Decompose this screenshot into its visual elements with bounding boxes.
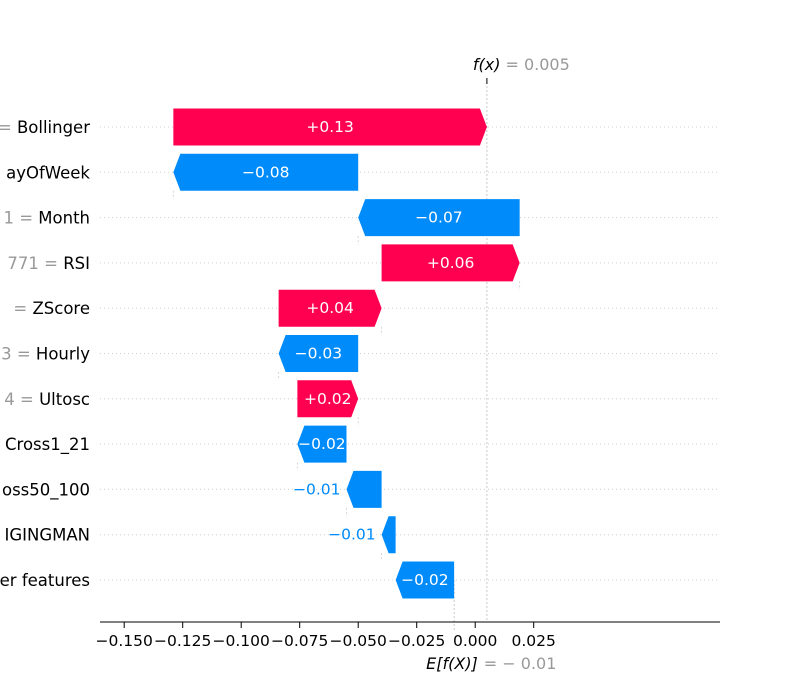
x-tick-label: −0.050 bbox=[330, 632, 387, 650]
positive-contribution-bar bbox=[173, 108, 487, 146]
negative-contribution-bar bbox=[346, 470, 382, 508]
bar-value-label: −0.07 bbox=[415, 209, 463, 227]
feature-value-prefix: 4 = bbox=[4, 390, 39, 409]
fx-symbol: f(x) bbox=[473, 55, 501, 74]
feature-value-prefix: 3 = bbox=[1, 345, 36, 364]
positive-contribution-bar bbox=[297, 380, 359, 418]
row-gridlines bbox=[100, 126, 720, 581]
negative-contribution-bar bbox=[395, 561, 455, 599]
feature-name: Ultosc bbox=[39, 390, 90, 409]
x-tick-label: 0.000 bbox=[453, 632, 497, 650]
feature-label: oss50_100 bbox=[2, 480, 90, 500]
x-tick-label: −0.075 bbox=[271, 632, 328, 650]
positive-contribution-bar bbox=[278, 289, 382, 327]
bar-value-label: −0.03 bbox=[295, 345, 343, 363]
feature-value-prefix: = bbox=[0, 118, 17, 137]
feature-label: er features bbox=[0, 571, 90, 590]
bar-value-label: +0.04 bbox=[306, 299, 354, 317]
positive-contribution-bar bbox=[381, 244, 520, 282]
feature-label: 1 = Month bbox=[3, 209, 90, 228]
feature-label: ayOfWeek bbox=[6, 163, 90, 182]
contribution-bars: +0.13 −0.08 −0.07 +0.06 +0.04 −0.03 +0.02 −0.02… bbox=[172, 108, 521, 599]
feature-name: ZScore bbox=[32, 299, 90, 318]
bar-value-label: −0.01 bbox=[328, 526, 376, 544]
bar-value-label: +0.02 bbox=[304, 390, 352, 408]
expected-value-annotations: f(x) = 0.005 E[f(X)] = − 0.01 bbox=[426, 55, 570, 673]
bar-value-label: −0.01 bbox=[293, 480, 341, 498]
negative-contribution-bar bbox=[173, 153, 359, 191]
feature-label: = Bollinger bbox=[0, 118, 90, 137]
fx-annotation: f(x) = 0.005 bbox=[473, 55, 570, 74]
efx-annotation: E[f(X)] = − 0.01 bbox=[426, 654, 556, 673]
x-tick-label: −0.025 bbox=[388, 632, 445, 650]
feature-label: = ZScore bbox=[13, 299, 90, 318]
feature-name: Cross1_21 bbox=[5, 435, 90, 455]
x-tick-label: 0.025 bbox=[512, 632, 556, 650]
feature-label: IGINGMAN bbox=[4, 526, 90, 545]
reference-lines bbox=[453, 78, 488, 630]
x-tick-label: −0.100 bbox=[213, 632, 270, 650]
feature-name: ayOfWeek bbox=[6, 163, 90, 182]
bar-value-label: +0.13 bbox=[306, 118, 354, 136]
feature-name: RSI bbox=[63, 254, 90, 273]
negative-contribution-bar bbox=[297, 425, 347, 463]
x-tick-label: −0.125 bbox=[154, 632, 211, 650]
x-axis: −0.150 −0.125 −0.100 −0.075 −0.050 −0.025 0.00… bbox=[96, 621, 720, 650]
feature-name: er features bbox=[0, 571, 90, 590]
bar-value-label: +0.06 bbox=[427, 254, 475, 272]
bar-value-label: −0.08 bbox=[242, 163, 290, 181]
negative-contribution-bar bbox=[358, 199, 520, 237]
negative-contribution-bar bbox=[381, 516, 396, 554]
fx-value: = 0.005 bbox=[505, 55, 569, 74]
feature-label: Cross1_21 bbox=[5, 435, 90, 455]
feature-name: Hourly bbox=[36, 345, 90, 364]
feature-name: IGINGMAN bbox=[4, 526, 90, 545]
feature-label: 771 = RSI bbox=[7, 254, 90, 273]
negative-contribution-bar bbox=[278, 335, 359, 372]
feature-value-prefix: 771 = bbox=[7, 254, 63, 273]
efx-value: = − 0.01 bbox=[484, 654, 557, 673]
bar-value-label: −0.02 bbox=[298, 435, 346, 453]
feature-value-prefix: = bbox=[13, 299, 32, 318]
feature-value-prefix: 1 = bbox=[3, 209, 38, 228]
feature-name: Bollinger bbox=[17, 118, 90, 137]
feature-name: oss50_100 bbox=[2, 480, 90, 500]
feature-label: 3 = Hourly bbox=[1, 345, 90, 364]
bar-value-label: −0.02 bbox=[401, 571, 449, 589]
feature-labels: = Bollinger ayOfWeek 1 = Month 771 = RSI = Z… bbox=[0, 118, 90, 590]
feature-label: 4 = Ultosc bbox=[4, 390, 90, 409]
feature-name: Month bbox=[38, 209, 90, 228]
efx-symbol: E[f(X)] bbox=[426, 654, 478, 673]
x-tick-label: −0.150 bbox=[96, 632, 153, 650]
